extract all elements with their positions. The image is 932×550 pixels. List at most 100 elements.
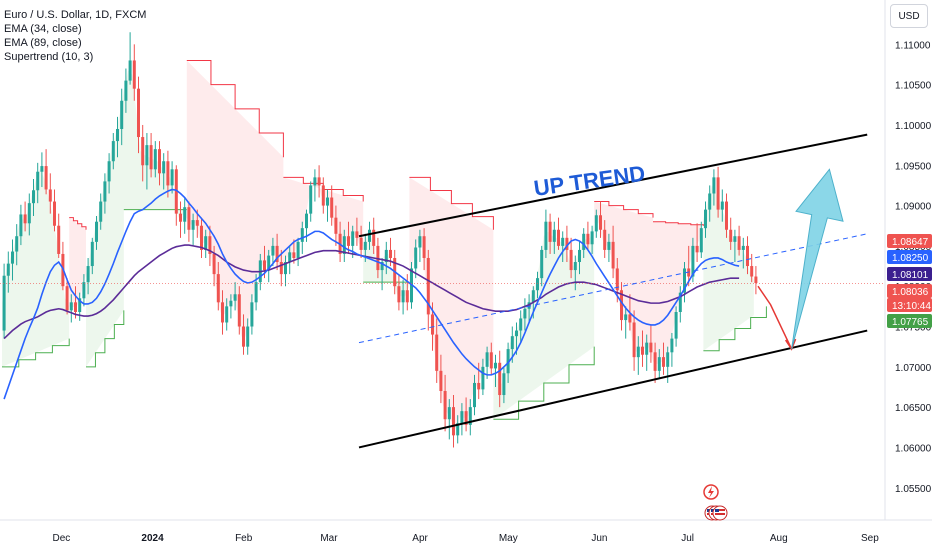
candle[interactable] xyxy=(99,193,103,230)
candle[interactable] xyxy=(594,209,598,238)
candle[interactable] xyxy=(326,189,329,222)
candle[interactable] xyxy=(183,197,187,234)
candle[interactable] xyxy=(477,362,481,400)
candle[interactable] xyxy=(641,330,644,367)
candle[interactable] xyxy=(603,220,607,258)
candle[interactable] xyxy=(2,263,6,339)
candle[interactable] xyxy=(725,193,728,238)
candle[interactable] xyxy=(57,213,61,258)
candle[interactable] xyxy=(456,415,460,444)
candle[interactable] xyxy=(6,251,10,293)
candle[interactable] xyxy=(279,249,283,287)
candle[interactable] xyxy=(347,221,350,254)
candle[interactable] xyxy=(44,149,48,195)
candle[interactable] xyxy=(237,286,241,335)
candle[interactable] xyxy=(678,286,682,323)
candle[interactable] xyxy=(733,229,737,263)
candle[interactable] xyxy=(494,354,497,387)
candle[interactable] xyxy=(166,150,170,198)
candle[interactable] xyxy=(334,205,338,246)
candle[interactable] xyxy=(359,225,363,258)
candle[interactable] xyxy=(582,228,586,258)
candle[interactable] xyxy=(540,245,544,287)
candle[interactable] xyxy=(519,310,523,343)
candle[interactable] xyxy=(242,314,245,355)
candle[interactable] xyxy=(557,217,560,250)
candle[interactable] xyxy=(191,213,195,246)
candle[interactable] xyxy=(162,153,166,190)
candle[interactable] xyxy=(720,189,724,222)
candle[interactable] xyxy=(565,225,569,263)
up-trend-label[interactable]: UP TREND xyxy=(532,161,646,201)
candle[interactable] xyxy=(489,342,493,375)
forecast-up-arrow[interactable] xyxy=(791,168,844,350)
candle[interactable] xyxy=(187,201,191,242)
candle[interactable] xyxy=(86,257,90,295)
candle[interactable] xyxy=(233,282,237,311)
candle[interactable] xyxy=(649,324,653,363)
forecast-down-arrow[interactable] xyxy=(757,285,793,350)
candle[interactable] xyxy=(452,395,455,448)
candle[interactable] xyxy=(351,225,355,258)
candle[interactable] xyxy=(750,253,754,283)
channel-lower-line[interactable] xyxy=(358,329,868,449)
candle[interactable] xyxy=(271,237,275,267)
candle[interactable] xyxy=(414,239,418,279)
candle[interactable] xyxy=(573,255,577,291)
channel-upper-line[interactable] xyxy=(358,133,868,238)
candle[interactable] xyxy=(561,231,565,263)
candle[interactable] xyxy=(216,262,220,311)
candle[interactable] xyxy=(741,237,745,269)
symbol-title[interactable]: Euro / U.S. Dollar, 1D, FXCM xyxy=(4,9,147,21)
candle[interactable] xyxy=(460,403,464,436)
ema89-legend[interactable]: EMA (89, close) xyxy=(4,37,82,49)
candle[interactable] xyxy=(124,68,128,113)
candle[interactable] xyxy=(418,229,422,263)
candle[interactable] xyxy=(82,274,86,307)
candle[interactable] xyxy=(309,181,313,222)
candle[interactable] xyxy=(149,133,153,178)
candle[interactable] xyxy=(674,306,678,347)
candle[interactable] xyxy=(636,336,640,375)
candle[interactable] xyxy=(712,169,716,206)
candle[interactable] xyxy=(578,241,581,275)
candle[interactable] xyxy=(536,271,539,299)
candle[interactable] xyxy=(662,342,665,375)
candle[interactable] xyxy=(145,133,149,190)
ema89-line[interactable] xyxy=(3,244,740,340)
candle[interactable] xyxy=(624,306,628,339)
candle[interactable] xyxy=(179,201,182,238)
candle[interactable] xyxy=(275,233,279,271)
candle[interactable] xyxy=(27,193,31,236)
candle[interactable] xyxy=(586,221,590,250)
candle[interactable] xyxy=(40,152,44,188)
candle[interactable] xyxy=(683,262,686,303)
candle[interactable] xyxy=(695,223,699,263)
candle[interactable] xyxy=(422,228,426,271)
candle[interactable] xyxy=(132,44,136,101)
candle[interactable] xyxy=(502,366,506,404)
candle[interactable] xyxy=(74,286,77,319)
candle[interactable] xyxy=(137,76,140,154)
candle[interactable] xyxy=(153,141,157,178)
candle[interactable] xyxy=(632,310,636,371)
candle[interactable] xyxy=(111,133,115,170)
candle[interactable] xyxy=(708,185,712,222)
ema34-legend[interactable]: EMA (34, close) xyxy=(4,23,82,35)
candle[interactable] xyxy=(620,282,623,331)
candle[interactable] xyxy=(330,185,334,226)
candle[interactable] xyxy=(11,239,14,281)
candle[interactable] xyxy=(464,397,468,432)
candle[interactable] xyxy=(200,217,203,258)
candle[interactable] xyxy=(368,221,371,250)
candle[interactable] xyxy=(435,318,439,383)
candle[interactable] xyxy=(670,332,674,367)
candle[interactable] xyxy=(485,346,489,379)
candle[interactable] xyxy=(405,274,409,311)
candle[interactable] xyxy=(699,221,703,258)
candle[interactable] xyxy=(355,217,359,246)
candle[interactable] xyxy=(116,116,119,158)
candle[interactable] xyxy=(384,241,388,275)
supertrend-legend[interactable]: Supertrend (10, 3) xyxy=(4,51,94,63)
